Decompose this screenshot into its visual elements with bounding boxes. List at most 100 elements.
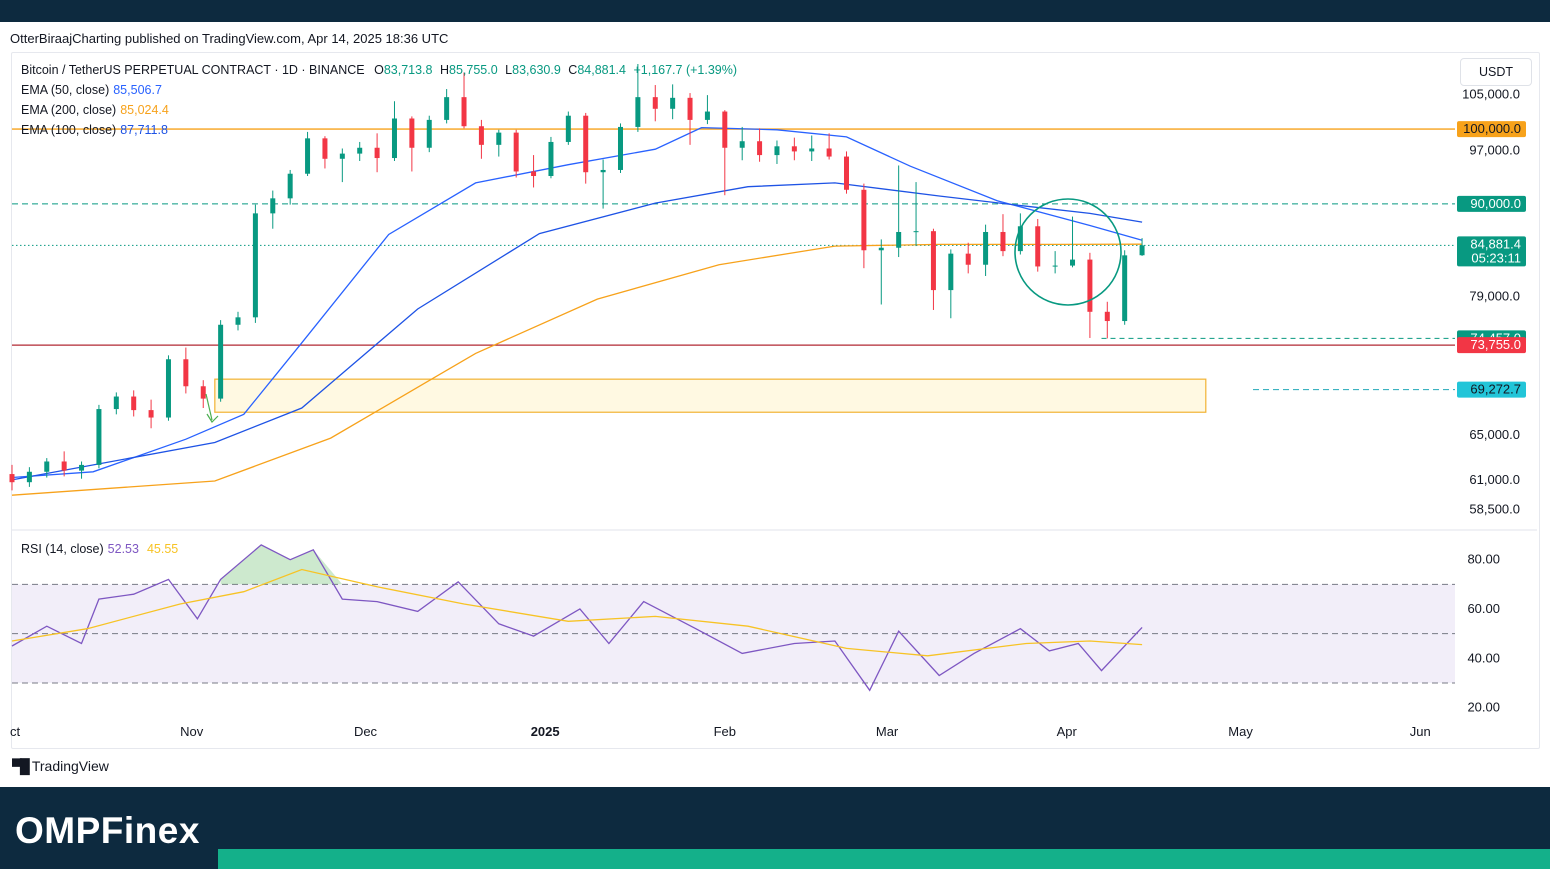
ema50-legend[interactable]: EMA (50, close) 85,506.7 (21, 83, 162, 97)
candle-body-7 (131, 396, 137, 411)
candle-body-17 (305, 138, 311, 174)
ema-line-0 (11, 126, 1143, 479)
price-axis-tick-5: 58,500.0 (1469, 502, 1520, 517)
rsi-axis-tick-1: 60.00 (1467, 601, 1500, 616)
candle-body-14 (252, 213, 258, 318)
candle-body-25 (444, 97, 450, 120)
tradingview-logo[interactable]: ▀█ TradingView (12, 758, 109, 774)
ema100-legend[interactable]: EMA (100, close) 87,711.8 (21, 123, 168, 137)
candle-body-4 (79, 464, 85, 471)
candle-body-42 (739, 141, 745, 148)
support-zone (214, 378, 1207, 413)
candle-body-44 (774, 146, 780, 156)
candle-body-33 (583, 115, 589, 173)
price-label-4: 73,755.0 (1470, 337, 1521, 352)
candle-body-47 (826, 148, 832, 157)
rsi-value: 52.53 (107, 542, 139, 556)
candle-body-15 (270, 198, 276, 214)
time-axis-tick-2: Dec (354, 724, 378, 739)
candle-body-52 (913, 231, 919, 233)
candle-body-22 (391, 118, 397, 159)
ema100-label: EMA (100, close) (21, 123, 117, 137)
candle-body-0 (9, 474, 15, 483)
candle-body-31 (548, 141, 554, 177)
candle-body-56 (983, 231, 989, 265)
close-label: C (568, 63, 578, 77)
footer-accent-bar (218, 849, 1550, 869)
rsi-legend[interactable]: RSI (14, close) 52.53 45.55 (21, 542, 178, 556)
time-axis-tick-6: Apr (1057, 724, 1078, 739)
candle-body-13 (235, 317, 241, 325)
candle-body-32 (565, 115, 571, 142)
rsi-line-1 (11, 568, 1143, 657)
rsi-line-0 (11, 544, 1143, 692)
candle-body-55 (965, 253, 971, 265)
candle-body-9 (165, 359, 171, 418)
ema200-legend[interactable]: EMA (200, close) 85,024.4 (21, 103, 169, 117)
ema50-label: EMA (50, close) (21, 83, 110, 97)
candle-body-26 (461, 97, 467, 127)
ema-line-2 (11, 243, 1143, 496)
candle-body-16 (287, 173, 293, 199)
annotation-arrow (205, 393, 219, 423)
candle-body-3 (61, 461, 67, 471)
open-label: O (374, 63, 384, 77)
candle-body-29 (513, 132, 519, 172)
candle-body-19 (339, 153, 345, 159)
candle-body-23 (409, 118, 415, 148)
price-label-5: 69,272.7 (1470, 382, 1521, 397)
candle-body-45 (791, 146, 797, 152)
candle-body-65 (1139, 245, 1145, 256)
price-label-1: 90,000.0 (1470, 196, 1521, 211)
open-value: 83,713.8 (383, 63, 433, 77)
candle-body-21 (374, 147, 380, 159)
candle-body-60 (1052, 265, 1058, 267)
rsi-axis-tick-2: 40.00 (1467, 650, 1500, 665)
candle-body-57 (1000, 231, 1006, 252)
candle-body-1 (26, 471, 32, 483)
rsi-label: RSI (14, close) (21, 542, 104, 556)
change-value: +1,167.7 (+1.39%) (633, 63, 738, 77)
symbol-legend: Bitcoin / TetherUS PERPETUAL CONTRACT · … (21, 63, 737, 77)
price-label-bg-4 (1457, 337, 1526, 354)
candle-body-12 (218, 324, 224, 399)
candle-body-20 (357, 147, 363, 154)
currency-button[interactable]: USDT (1460, 58, 1532, 86)
price-label-bg-2 (1457, 236, 1526, 267)
ema-line-1 (11, 182, 1143, 481)
ema200-value: 85,024.4 (120, 103, 169, 117)
low-value: 83,630.9 (512, 63, 561, 77)
time-axis-tick-8: Jun (1410, 724, 1431, 739)
price-axis-tick-3: 65,000.0 (1469, 427, 1520, 442)
candle-body-34 (600, 169, 606, 173)
candle-body-50 (878, 247, 884, 251)
top-bar (0, 0, 1550, 22)
candle-body-49 (861, 189, 867, 251)
high-label: H (439, 63, 450, 77)
candle-body-37 (652, 97, 658, 109)
low-label: L (505, 63, 513, 77)
candle-body-58 (1017, 226, 1023, 252)
price-axis-tick-4: 61,000.0 (1469, 472, 1520, 487)
price-label-bg-0 (1457, 121, 1526, 138)
candle-body-24 (426, 119, 432, 148)
rsi-axis-tick-3: 20.00 (1467, 700, 1500, 715)
price-label-0: 100,000.0 (1463, 121, 1521, 136)
candle-body-62 (1087, 259, 1093, 312)
candle-body-27 (478, 126, 484, 145)
price-axis-tick-2: 79,000.0 (1469, 288, 1520, 303)
rsi-overbought-fill (220, 544, 343, 585)
candle-body-11 (200, 386, 206, 399)
time-axis-tick-0: ct (10, 724, 21, 739)
high-value: 85,755.0 (449, 63, 498, 77)
ema100-value: 87,711.8 (120, 123, 168, 137)
candle-body-51 (896, 231, 902, 248)
candle-body-10 (183, 359, 189, 387)
candle-body-54 (948, 253, 954, 291)
candle-body-38 (670, 97, 676, 109)
ema200-label: EMA (200, close) (21, 103, 117, 117)
candle-body-28 (496, 132, 502, 145)
candle-body-8 (148, 410, 154, 418)
price-label-2: 84,881.4 (1470, 236, 1521, 251)
